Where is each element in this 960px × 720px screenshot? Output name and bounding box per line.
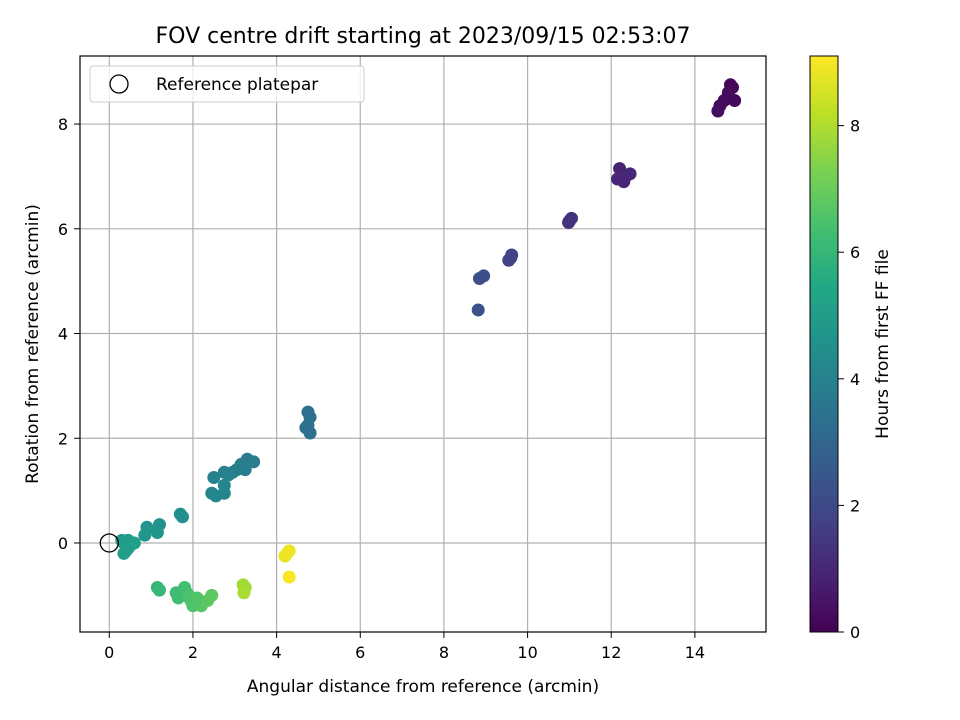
scatter-point [237,586,251,600]
y-tick-label: 6 [58,220,68,239]
chart-title: FOV centre drift starting at 2023/09/15 … [156,24,691,49]
x-tick-label: 10 [517,643,537,662]
x-axis-ticks: 0 2 4 6 8 10 12 14 [104,632,705,662]
colorbar-ticks: 0 2 4 6 8 [838,117,860,642]
scatter-point [471,303,485,317]
x-tick-label: 6 [355,643,365,662]
scatter-point [562,216,576,230]
legend-marker-icon [109,74,129,94]
colorbar-tick-label: 8 [850,117,860,136]
scatter-point [711,104,725,118]
scatter-point [207,471,221,485]
x-axis-label: Angular distance from reference (arcmin) [247,677,599,697]
y-tick-label: 2 [58,429,68,448]
x-tick-label: 8 [439,643,449,662]
scatter-point [150,526,164,540]
scatter-point [280,546,294,560]
colorbar-tick-label: 6 [850,243,860,262]
y-axis-label: Rotation from reference (arcmin) [23,204,43,484]
x-tick-label: 12 [601,643,621,662]
y-axis-ticks: 0 2 4 6 8 [58,115,80,553]
legend-box [89,65,365,103]
scatter-point [247,455,261,469]
x-tick-label: 4 [272,643,282,662]
scatter-point [138,528,152,542]
colorbar-tick-label: 2 [850,496,860,515]
y-tick-label: 8 [58,115,68,134]
reference-platepar-marker [99,533,119,553]
scatter-point [205,588,219,602]
y-tick-label: 4 [58,325,68,344]
plot-area: 0 2 4 6 8 10 12 14 0 2 4 6 8 [58,55,767,662]
x-tick-label: 2 [188,643,198,662]
colorbar-gradient [809,55,839,633]
colorbar: 0 2 4 6 8 Hours from first FF file [809,55,893,642]
colorbar-label: Hours from first FF file [873,249,893,439]
scatter-point [217,478,231,492]
grid [80,56,766,632]
legend-entry-reference: Reference platepar [156,75,318,95]
scatter-point [175,510,189,524]
scatter-point [117,546,131,560]
x-tick-label: 14 [685,643,705,662]
colorbar-tick-label: 0 [850,623,860,642]
scatter-point [505,248,519,262]
scatter-point [221,468,235,482]
scatter-point [721,86,735,100]
x-tick-label: 0 [104,643,114,662]
legend: Reference platepar [89,65,365,103]
scatter-point [127,536,141,550]
plot-background [80,56,766,632]
scatter-point [301,418,315,432]
scatter-points [115,78,742,613]
scatter-point [477,269,491,283]
scatter-point [282,570,296,584]
colorbar-tick-label: 4 [850,370,860,389]
y-tick-label: 0 [58,534,68,553]
plot-frame [79,55,767,633]
scatter-point [188,594,202,608]
scatter-point [152,583,166,597]
scatter-point [617,175,631,189]
